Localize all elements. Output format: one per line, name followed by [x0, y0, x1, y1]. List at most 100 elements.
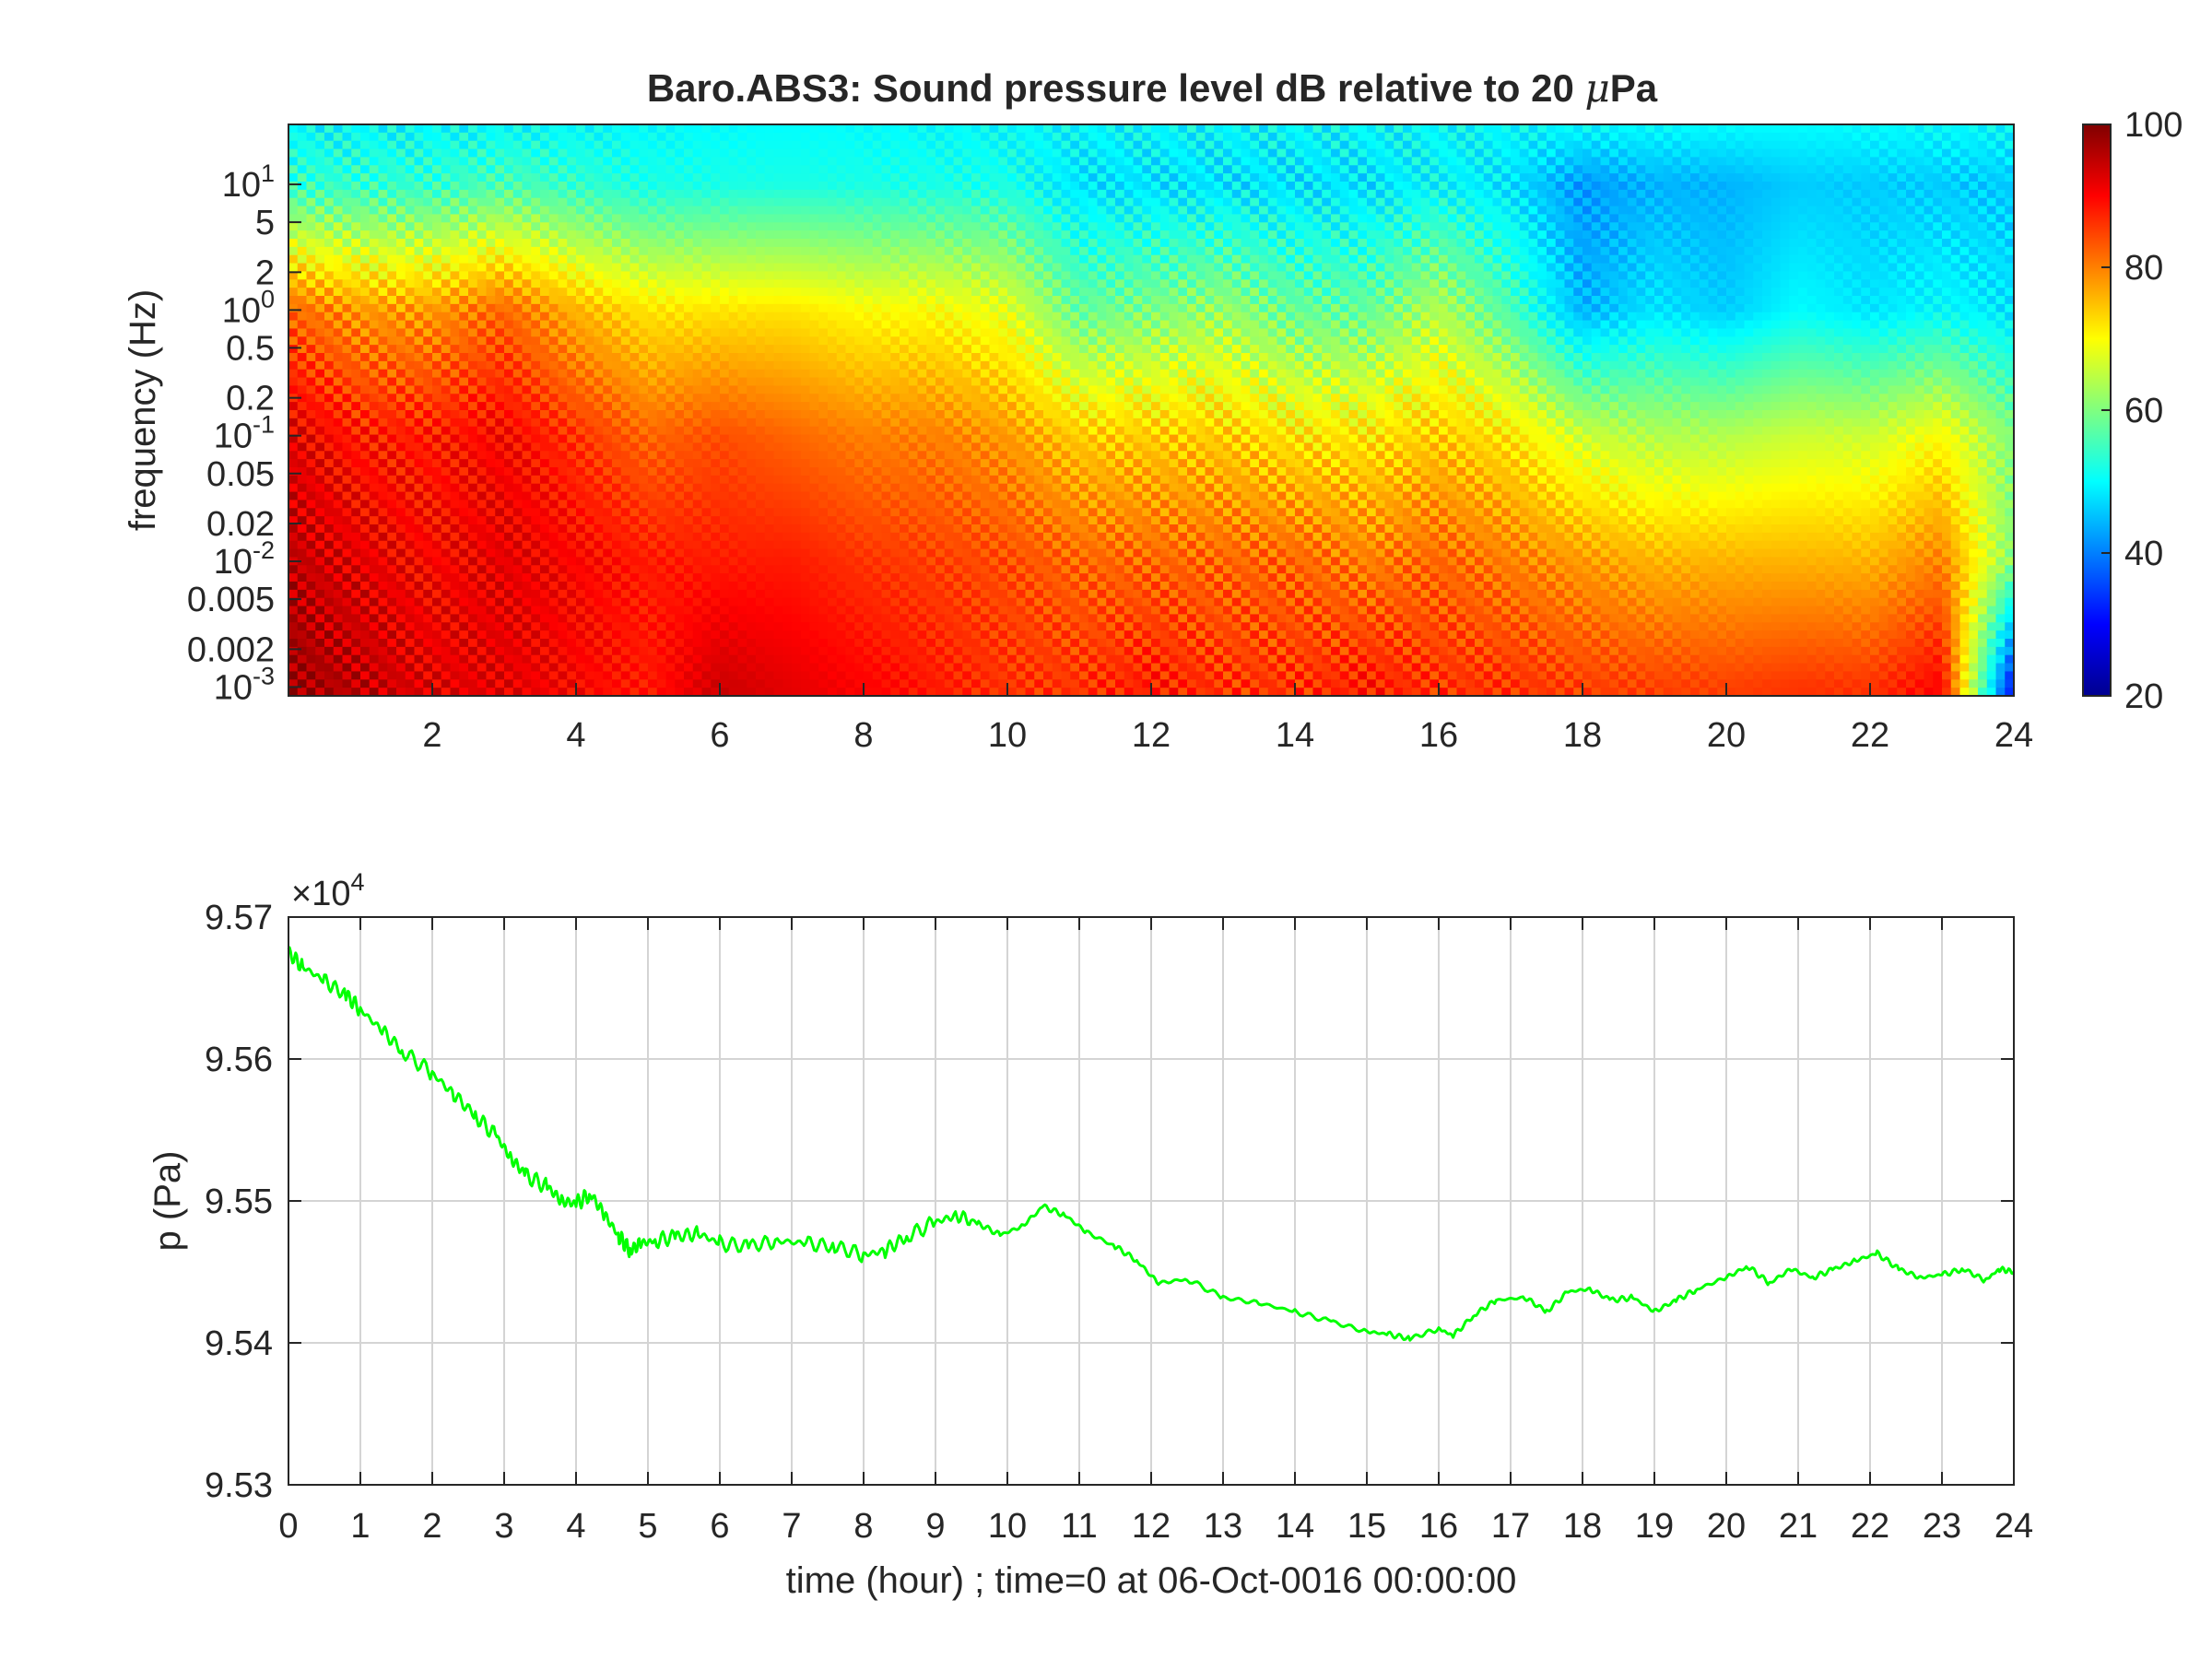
heatmap-cell — [1870, 124, 1879, 133]
heatmap-cell — [549, 173, 559, 182]
heatmap-cell — [1996, 190, 2006, 198]
heatmap-cell — [1394, 279, 1403, 288]
heatmap-cell — [1771, 247, 1781, 255]
heatmap-cell — [1870, 133, 1879, 141]
heatmap-cell — [1807, 198, 1817, 206]
heatmap-cell — [1762, 321, 1771, 329]
heatmap-cell — [657, 230, 666, 239]
heatmap-cell — [612, 288, 621, 296]
heatmap-cell — [854, 222, 864, 230]
heatmap-cell — [585, 312, 594, 321]
heatmap-cell — [1906, 247, 1915, 255]
heatmap-cell — [1043, 149, 1053, 158]
heatmap-cell — [837, 173, 846, 182]
heatmap-cell — [1583, 222, 1592, 230]
heatmap-cell — [1915, 304, 1924, 312]
heatmap-cell — [351, 255, 360, 264]
heatmap-cell — [1313, 133, 1323, 141]
heatmap-cell — [1412, 214, 1421, 222]
heatmap-cell — [1556, 321, 1565, 329]
heatmap-cell — [702, 141, 712, 149]
heatmap-cell — [1098, 190, 1107, 198]
heatmap-cell — [954, 157, 963, 165]
heatmap-cell — [1232, 255, 1241, 264]
heatmap-cell — [702, 182, 712, 190]
heatmap-cell — [1537, 173, 1547, 182]
heatmap-cell — [1637, 222, 1646, 230]
heatmap-cell — [594, 328, 604, 336]
heatmap-cell — [828, 288, 837, 296]
heatmap-cell — [711, 124, 720, 133]
heatmap-cell — [1771, 222, 1781, 230]
heatmap-cell — [1286, 321, 1295, 329]
heatmap-cell — [351, 214, 360, 222]
heatmap-cell — [1295, 312, 1304, 321]
heatmap-cell — [837, 304, 846, 312]
heatmap-cell — [1565, 239, 1574, 247]
heatmap-cell — [1170, 279, 1179, 288]
heatmap-cell — [954, 288, 963, 296]
heatmap-cell — [1942, 271, 1951, 279]
heatmap-cell — [782, 239, 792, 247]
heatmap-cell — [1735, 190, 1745, 198]
heatmap-cell — [846, 255, 855, 264]
heatmap-cell — [666, 190, 676, 198]
heatmap-cell — [1960, 222, 1970, 230]
heatmap-cell — [523, 247, 532, 255]
heatmap-cell — [810, 255, 819, 264]
heatmap-cell — [468, 230, 477, 239]
heatmap-cell — [1843, 271, 1853, 279]
heatmap-cell — [1762, 141, 1771, 149]
heatmap-cell — [1493, 312, 1502, 321]
heatmap-cell — [531, 264, 540, 272]
heatmap-cell — [1592, 157, 1601, 165]
heatmap-cell — [1673, 149, 1682, 158]
heatmap-cell — [981, 149, 990, 158]
heatmap-cell — [1556, 296, 1565, 304]
heatmap-cell — [1628, 198, 1637, 206]
heatmap-cell — [1879, 239, 1888, 247]
heatmap-cell — [1034, 304, 1043, 312]
heatmap-cell — [1834, 198, 1843, 206]
heatmap-cell — [1888, 321, 1898, 329]
heatmap-cell — [1475, 288, 1484, 296]
heatmap-cell — [1771, 288, 1781, 296]
heatmap-cell — [612, 321, 621, 329]
heatmap-cell — [738, 206, 747, 215]
heatmap-cell — [487, 279, 496, 288]
heatmap-cell — [1807, 328, 1817, 336]
heatmap-cell — [1286, 247, 1295, 255]
heatmap-cell — [1142, 157, 1151, 165]
heatmap-cell — [648, 182, 657, 190]
heatmap-cell — [1942, 133, 1951, 141]
heatmap-cell — [1493, 198, 1502, 206]
heatmap-cell — [1511, 182, 1520, 190]
heatmap-cell — [1439, 328, 1448, 336]
heatmap-cell — [926, 271, 935, 279]
heatmap-cell — [1753, 214, 1762, 222]
heatmap-cell — [1681, 222, 1690, 230]
heatmap-cell — [1547, 157, 1556, 165]
heatmap-cell — [406, 230, 415, 239]
heatmap-cell — [1043, 182, 1053, 190]
heatmap-cell — [890, 157, 900, 165]
heatmap-cell — [1870, 304, 1879, 312]
heatmap-cell — [1717, 279, 1726, 288]
heatmap-cell — [396, 190, 406, 198]
heatmap-cell — [387, 206, 396, 215]
heatmap-cell — [603, 271, 612, 279]
heatmap-cell — [1771, 328, 1781, 336]
heatmap-cell — [1645, 288, 1654, 296]
heatmap-cell — [523, 296, 532, 304]
heatmap-cell — [1277, 328, 1287, 336]
heatmap-cell — [1142, 312, 1151, 321]
heatmap-cell — [828, 214, 837, 222]
heatmap-cell — [343, 190, 352, 198]
heatmap-cell — [630, 214, 640, 222]
heatmap-cell — [298, 206, 307, 215]
heatmap-cell — [854, 271, 864, 279]
heatmap-cell — [1888, 182, 1898, 190]
heatmap-cell — [1484, 312, 1493, 321]
heatmap-cell — [1017, 288, 1026, 296]
heatmap-cell — [1853, 328, 1862, 336]
